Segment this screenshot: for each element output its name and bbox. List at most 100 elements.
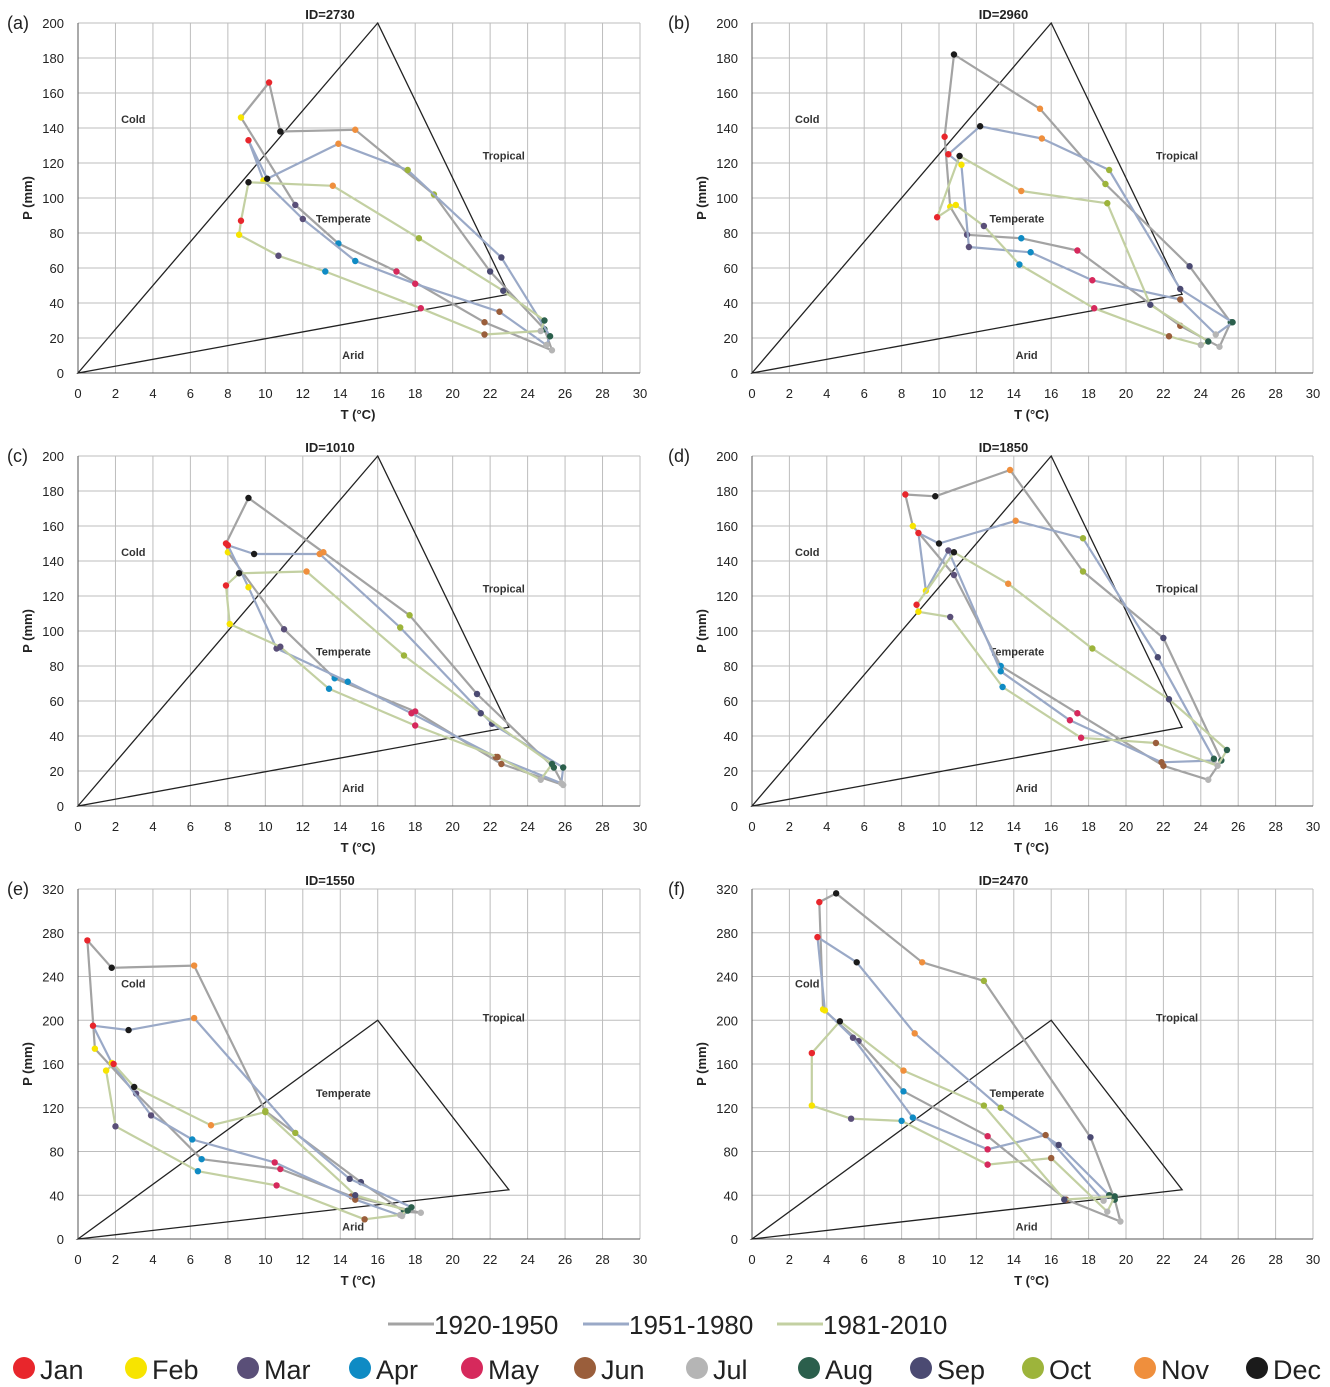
point-jul: [397, 1211, 404, 1219]
x-tick-label: 2: [786, 386, 793, 401]
x-tick-label: 4: [149, 1252, 156, 1267]
x-tick-label: 18: [1081, 1252, 1095, 1267]
x-tick-label: 24: [520, 1252, 534, 1267]
temperate-zone-label: Temperate: [316, 647, 371, 659]
point-apr: [194, 1167, 202, 1175]
point-mar: [950, 571, 958, 579]
y-tick-label: 0: [731, 366, 738, 381]
point-jun: [1165, 333, 1173, 340]
y-tick-label: 200: [42, 449, 64, 464]
point-apr: [352, 257, 359, 265]
panel-letter: (f): [668, 879, 685, 899]
point-apr: [344, 678, 351, 685]
x-tick-label: 28: [1268, 819, 1282, 834]
period-legend: 1920-1950 1951-1980 1981-2010: [388, 1310, 947, 1340]
y-tick-label: 80: [724, 659, 738, 674]
x-tick-label: 12: [296, 819, 310, 834]
point-mar: [299, 215, 306, 223]
x-tick-label: 12: [296, 1252, 310, 1267]
legend-dot-oct: [1022, 1357, 1044, 1379]
x-tick-label: 20: [445, 819, 459, 834]
y-tick-label: 120: [716, 1101, 738, 1116]
x-tick-label: 20: [1119, 1252, 1133, 1267]
legend-month-label: Sep: [937, 1355, 985, 1385]
point-sep: [498, 254, 505, 261]
point-jun: [496, 308, 503, 315]
point-may: [412, 280, 419, 287]
point-apr: [189, 1136, 196, 1143]
x-tick-label: 16: [370, 1252, 384, 1267]
cold-zone-label: Cold: [795, 978, 819, 990]
x-tick-label: 6: [187, 386, 194, 401]
point-oct: [1079, 568, 1087, 575]
x-tick-label: 26: [558, 1252, 572, 1267]
point-apr: [198, 1155, 205, 1163]
point-feb: [808, 1102, 816, 1109]
point-nov: [352, 126, 359, 133]
y-tick-label: 0: [57, 1232, 64, 1247]
point-oct: [397, 624, 404, 631]
y-tick-label: 180: [42, 484, 64, 499]
point-jun: [481, 319, 488, 326]
y-tick-label: 120: [716, 156, 738, 171]
legend-dot-mar: [237, 1357, 259, 1379]
point-jan: [816, 898, 823, 906]
y-tick-label: 100: [716, 624, 738, 639]
point-dec: [131, 1083, 138, 1091]
point-may: [408, 710, 415, 717]
x-tick-label: 6: [861, 386, 868, 401]
x-tick-label: 12: [969, 819, 983, 834]
point-nov: [190, 1014, 198, 1022]
point-dec: [956, 152, 963, 160]
point-may: [1074, 710, 1081, 717]
point-mar: [292, 201, 299, 209]
x-tick-label: 12: [969, 1252, 983, 1267]
x-tick-label: 16: [1044, 386, 1058, 401]
y-tick-label: 240: [42, 970, 64, 985]
x-axis-label: T (°C): [1014, 1273, 1049, 1288]
x-tick-label: 4: [149, 819, 156, 834]
point-nov: [207, 1122, 215, 1129]
point-feb: [821, 1007, 829, 1014]
point-may: [984, 1132, 991, 1140]
point-sep: [1186, 263, 1193, 270]
x-tick-label: 4: [823, 819, 830, 834]
x-tick-label: 2: [112, 386, 119, 401]
y-tick-label: 40: [724, 296, 738, 311]
point-may: [412, 722, 419, 729]
y-tick-label: 80: [50, 1145, 64, 1160]
point-dec: [950, 51, 958, 58]
point-dec: [250, 550, 258, 558]
point-feb: [958, 161, 965, 168]
x-tick-label: 14: [1007, 1252, 1021, 1267]
chart-title: ID=2470: [979, 873, 1029, 888]
x-tick-label: 22: [1156, 1252, 1170, 1267]
point-jan: [110, 1060, 117, 1068]
point-jan: [814, 933, 821, 941]
point-nov: [316, 550, 323, 558]
point-nov: [1012, 517, 1019, 524]
point-jan: [913, 601, 920, 608]
x-tick-label: 18: [1081, 386, 1095, 401]
point-sep: [1177, 285, 1184, 293]
point-oct: [400, 652, 408, 659]
x-tick-label: 4: [823, 386, 830, 401]
y-tick-label: 0: [731, 1232, 738, 1247]
x-tick-label: 2: [786, 1252, 793, 1267]
tropical-zone-label: Tropical: [1156, 151, 1198, 163]
y-tick-label: 160: [42, 86, 64, 101]
panel-letter: (a): [7, 13, 29, 33]
legend-dot-nov: [1134, 1357, 1156, 1379]
y-tick-label: 200: [716, 16, 738, 31]
point-may: [417, 305, 425, 312]
x-tick-label: 0: [74, 819, 81, 834]
tropical-zone-label: Tropical: [483, 584, 525, 596]
y-tick-label: 180: [716, 51, 738, 66]
y-tick-label: 140: [42, 121, 64, 136]
y-axis-label: P (mm): [20, 176, 35, 220]
point-nov: [1006, 466, 1014, 474]
tropical-zone-label: Tropical: [1156, 1012, 1198, 1024]
point-mar: [945, 547, 952, 554]
x-tick-label: 22: [1156, 819, 1170, 834]
point-sep: [346, 1175, 353, 1183]
